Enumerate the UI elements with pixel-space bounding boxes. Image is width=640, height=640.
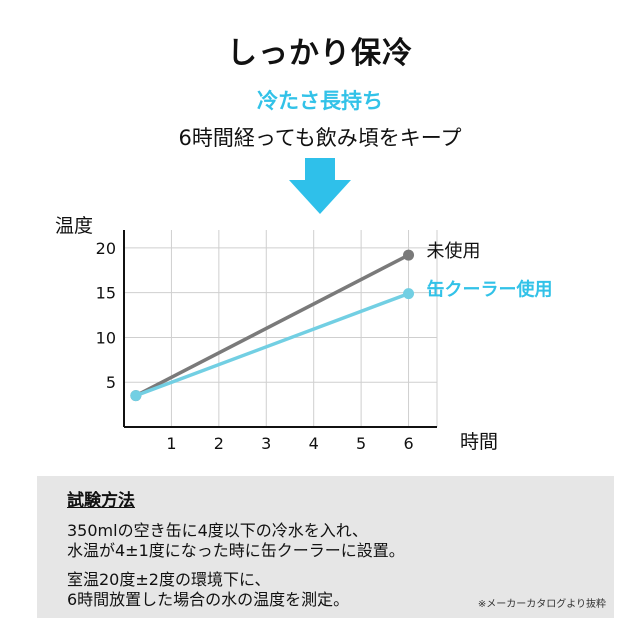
x-tick-label: 2 bbox=[214, 434, 224, 453]
test-method-line: 水温が4±1度になった時に缶クーラーに設置。 bbox=[67, 541, 405, 560]
y-tick-label: 20 bbox=[96, 239, 116, 258]
y-tick-label: 5 bbox=[106, 373, 116, 392]
arrow-down-icon bbox=[289, 158, 351, 214]
source-note: ※メーカーカタログより抜粋 bbox=[477, 599, 606, 610]
data-point bbox=[403, 288, 415, 300]
y-tick-label: 15 bbox=[96, 284, 116, 303]
test-method-line: 室温20度±2度の環境下に、 bbox=[67, 570, 271, 589]
x-tick-label: 4 bbox=[309, 434, 319, 453]
x-tick-label: 6 bbox=[403, 434, 413, 453]
x-tick-label: 5 bbox=[356, 434, 366, 453]
series-line bbox=[134, 253, 411, 398]
series-label: 缶クーラー使用 bbox=[427, 279, 553, 301]
test-method-line: 350mlの空き缶に4度以下の冷水を入れ、 bbox=[67, 521, 368, 540]
test-method-title: 試験方法 bbox=[67, 491, 135, 511]
y-axis-label: 温度 bbox=[55, 215, 93, 237]
series-label: 未使用 bbox=[427, 241, 481, 262]
test-method-line: 6時間放置した場合の水の温度を測定。 bbox=[67, 590, 350, 609]
chart-ticks: 1 2 3 4 5 6 5 10 15 20 bbox=[96, 239, 414, 453]
chart-grid bbox=[124, 230, 438, 427]
x-tick-label: 1 bbox=[166, 434, 176, 453]
data-point bbox=[130, 390, 142, 402]
data-point bbox=[403, 249, 415, 261]
page-title: しっかり保冷 bbox=[227, 36, 413, 71]
series-line bbox=[134, 291, 411, 398]
chart-axes bbox=[123, 230, 437, 428]
test-method-panel: 試験方法 350mlの空き缶に4度以下の冷水を入れ、 水温が4±1度になった時に… bbox=[37, 476, 614, 618]
y-tick-label: 10 bbox=[96, 328, 116, 347]
x-axis-label: 時間 bbox=[460, 431, 498, 453]
x-tick-label: 3 bbox=[261, 434, 271, 453]
subtitle: 冷たさ長持ち bbox=[257, 89, 383, 113]
lead-text: 6時間経っても飲み頃をキープ bbox=[178, 126, 462, 150]
